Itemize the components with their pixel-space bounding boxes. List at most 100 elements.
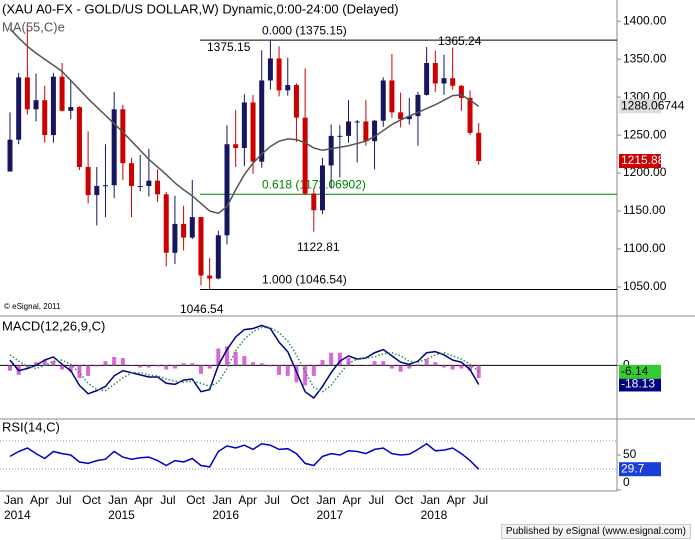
y-tick-label: 1150.00 xyxy=(623,203,666,217)
x-tick-label: Jul xyxy=(472,493,489,507)
price-annotation: 1046.54 xyxy=(180,302,224,316)
histogram-bar xyxy=(320,360,325,366)
x-tick-label: Jul xyxy=(56,493,72,507)
candle-body xyxy=(398,112,404,120)
x-tick-label: Apr xyxy=(238,493,258,507)
candle-body xyxy=(389,80,395,113)
candle-body xyxy=(476,132,482,162)
panel-title: RSI(14,C) xyxy=(2,419,60,434)
x-tick-label: Apr xyxy=(134,493,153,507)
candle-body xyxy=(241,102,247,149)
histogram-bar xyxy=(459,365,464,369)
legend-entry: MA(55,C)e xyxy=(2,19,65,34)
histogram-bar xyxy=(355,365,360,366)
candle-body xyxy=(181,223,187,238)
fib-label: 1.000 (1046.54) xyxy=(262,273,347,287)
value-label-box xyxy=(619,377,661,392)
candle-body xyxy=(59,76,65,111)
histogram-bar xyxy=(468,365,473,371)
histogram-bar xyxy=(259,363,264,366)
candle-body xyxy=(380,80,386,121)
candle-body xyxy=(467,97,473,133)
price-annotation: 1365.24 xyxy=(438,34,482,48)
candle-body xyxy=(372,120,378,142)
histogram-bar xyxy=(155,365,160,367)
candle-body xyxy=(224,144,230,236)
histogram-bar xyxy=(8,365,12,371)
x-tick-label: Jul xyxy=(264,493,280,507)
x-tick-label: Oct xyxy=(82,493,101,507)
candle-body xyxy=(250,102,256,162)
y-tick-label: 50 xyxy=(623,447,637,461)
histogram-bar xyxy=(337,352,342,366)
histogram-bar xyxy=(181,363,186,366)
y-tick-label: 0 xyxy=(623,475,630,489)
x-tick-label: Jan 2014 xyxy=(4,493,31,522)
y-tick-label: 1100.00 xyxy=(623,241,666,255)
histogram-bar xyxy=(476,365,481,378)
candle-body xyxy=(259,80,265,162)
histogram-bar xyxy=(346,358,351,366)
candle-body xyxy=(293,85,299,118)
histogram-bar xyxy=(34,362,39,366)
histogram-bar xyxy=(172,365,177,369)
rsi-value-label: 29.7 xyxy=(621,461,645,475)
histogram-bar xyxy=(207,365,212,369)
y-tick-label: 1350.00 xyxy=(623,51,667,65)
candle-body xyxy=(68,107,74,111)
histogram-bar xyxy=(381,361,386,366)
histogram-bar xyxy=(190,363,195,366)
histogram-bar xyxy=(311,365,316,376)
value-label-box xyxy=(619,99,661,114)
candle-body xyxy=(33,100,39,110)
candle-body xyxy=(450,78,456,86)
histogram-bar xyxy=(42,360,47,366)
price-annotation: 1122.81 xyxy=(297,240,340,254)
chart-title: (XAU A0-FX - GOLD/US DOLLAR,W) Dynamic,0… xyxy=(2,1,399,16)
histogram-bar xyxy=(268,365,273,367)
histogram-bar xyxy=(216,348,221,366)
y-tick-label: 1050.00 xyxy=(623,279,667,293)
x-tick-label: Jul xyxy=(368,493,384,507)
x-tick-label: Jan 2017 xyxy=(316,493,344,522)
candle-body xyxy=(146,180,152,186)
candle-body xyxy=(215,235,221,279)
histogram-bar xyxy=(372,361,377,366)
histogram-bar xyxy=(407,365,412,369)
candle-body xyxy=(207,275,213,279)
histogram-bar xyxy=(86,365,91,376)
histogram-bar xyxy=(415,364,420,366)
histogram-bar xyxy=(129,365,134,366)
histogram-bar xyxy=(146,365,151,368)
candle-body xyxy=(441,78,447,84)
histogram-bar xyxy=(138,365,143,368)
candle-body xyxy=(155,180,161,195)
histogram-bar xyxy=(363,365,368,366)
candle-body xyxy=(432,63,438,84)
histogram-bar xyxy=(120,358,125,366)
candle-body xyxy=(458,85,464,98)
histogram-bar xyxy=(450,365,455,370)
histogram-bar xyxy=(277,365,282,375)
histogram-bar xyxy=(94,365,99,367)
histogram-bar xyxy=(424,359,429,366)
value-label-box xyxy=(619,154,661,169)
candle-body xyxy=(172,223,178,253)
x-tick-label: Apr xyxy=(30,493,49,507)
histogram-bar xyxy=(198,365,203,374)
histogram-bar xyxy=(233,351,238,366)
candle-body xyxy=(42,100,48,136)
histogram-bar xyxy=(68,365,73,372)
x-tick-label: Oct xyxy=(290,493,310,507)
candle-body xyxy=(120,109,126,164)
histogram-bar xyxy=(442,365,446,368)
series-line xyxy=(9,442,480,470)
histogram-bar xyxy=(25,365,30,368)
candle-body xyxy=(50,76,56,136)
candle-body xyxy=(129,163,135,186)
histogram-bar xyxy=(225,346,229,366)
candle-body xyxy=(276,58,282,91)
candle-body xyxy=(111,109,117,186)
histogram-bar xyxy=(51,361,56,366)
